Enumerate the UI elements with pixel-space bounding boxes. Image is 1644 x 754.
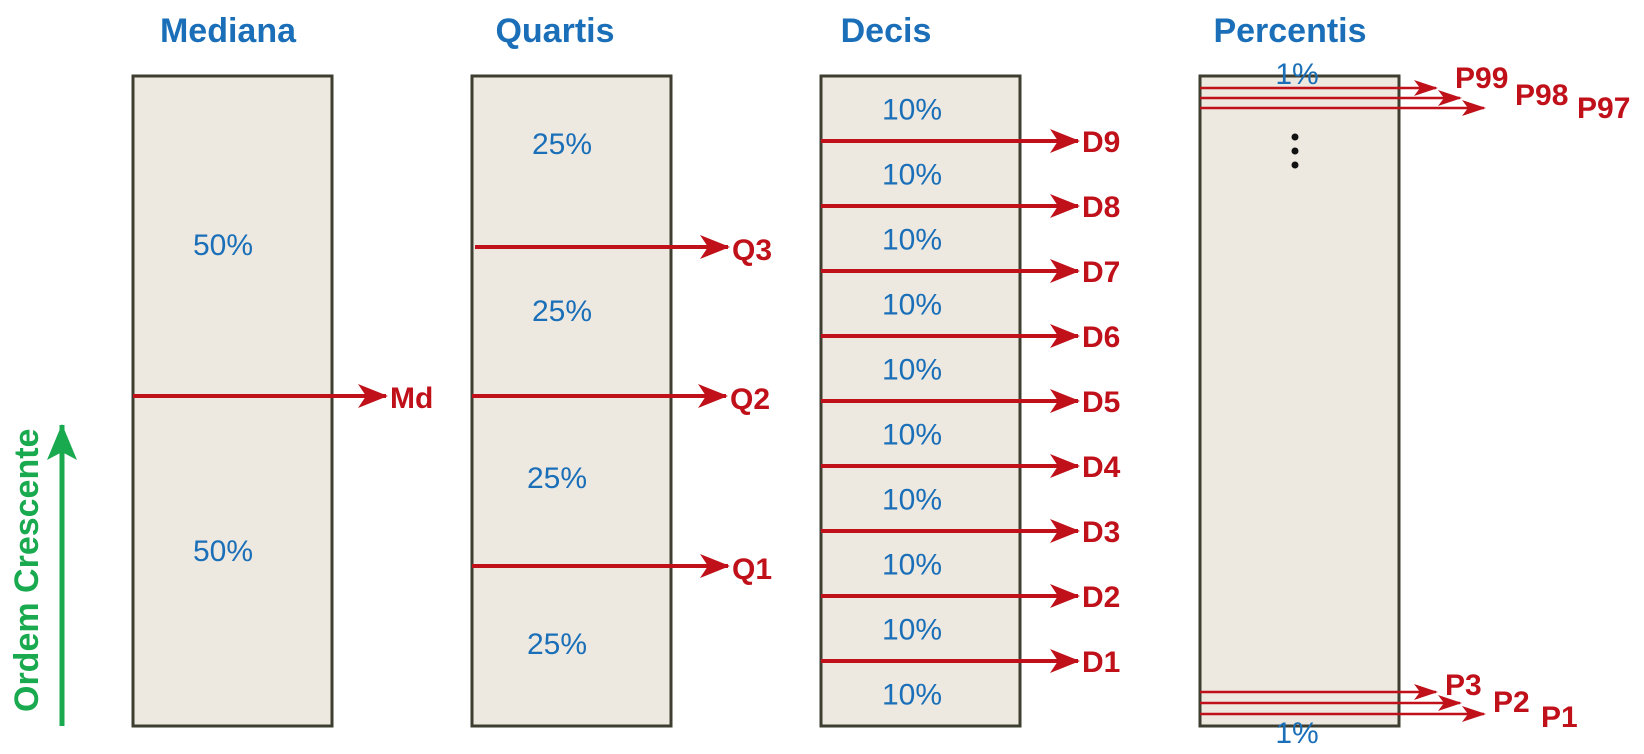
order-indicator: Ordem Crescente bbox=[8, 424, 77, 726]
md-label: Md bbox=[390, 382, 433, 415]
decis-segment: 10% bbox=[882, 614, 942, 647]
decis-marker-label: D2 bbox=[1082, 581, 1120, 614]
decis-segment: 10% bbox=[882, 484, 942, 517]
q1-label: Q1 bbox=[732, 553, 772, 586]
decis-marker-label: D4 bbox=[1082, 451, 1121, 484]
decis-title: Decis bbox=[841, 12, 932, 50]
mediana-segment-lower: 50% bbox=[193, 535, 253, 568]
p2-label: P2 bbox=[1493, 686, 1530, 719]
quartis-segment-3: 25% bbox=[532, 295, 592, 328]
q2-label: Q2 bbox=[730, 383, 770, 416]
quartis-title: Quartis bbox=[495, 12, 614, 50]
mediana-box bbox=[131, 74, 334, 728]
quartis-segment-1: 25% bbox=[527, 628, 587, 661]
decis-segment: 10% bbox=[882, 289, 942, 322]
quartis-segment-2: 25% bbox=[527, 462, 587, 495]
p98-label: P98 bbox=[1515, 79, 1568, 112]
percentis-column: Percentis 1% 1% P99 P98 P97 P3 P2 P1 bbox=[1198, 12, 1630, 750]
order-label: Ordem Crescente bbox=[8, 429, 46, 712]
quartis-box bbox=[470, 74, 673, 728]
percentis-box bbox=[1198, 74, 1401, 728]
decis-segment: 10% bbox=[882, 679, 942, 712]
decis-marker-label: D8 bbox=[1082, 191, 1120, 224]
decis-marker-label: D1 bbox=[1082, 646, 1120, 679]
decis-marker-label: D7 bbox=[1082, 256, 1120, 289]
ellipsis-icon bbox=[1291, 133, 1299, 169]
p3-label: P3 bbox=[1445, 669, 1482, 702]
decis-segment: 10% bbox=[882, 354, 942, 387]
percentis-top-segment: 1% bbox=[1275, 58, 1318, 91]
decis-segment: 10% bbox=[882, 224, 942, 257]
decis-marker-label: D6 bbox=[1082, 321, 1120, 354]
decis-marker-label: D5 bbox=[1082, 386, 1120, 419]
decis-marker-label: D9 bbox=[1082, 126, 1120, 159]
mediana-title: Mediana bbox=[160, 12, 297, 50]
decis-segment: 10% bbox=[882, 94, 942, 127]
decis-segment: 10% bbox=[882, 159, 942, 192]
p99-label: P99 bbox=[1455, 62, 1508, 95]
percentis-title: Percentis bbox=[1213, 12, 1366, 50]
percentis-bottom-segment: 1% bbox=[1275, 717, 1318, 750]
order-arrowhead-icon bbox=[47, 424, 77, 460]
decis-column: Decis 10% 10% 10% 10% 10% 10% 10% 10% 10% 10% D9 D… bbox=[819, 12, 1121, 728]
mediana-column: Mediana 50% 50% Md bbox=[131, 12, 433, 728]
quartis-column: Quartis 25% 25% 25% 25% Q3 Q2 Q1 bbox=[470, 12, 772, 728]
decis-marker-label: D3 bbox=[1082, 516, 1120, 549]
quartis-segment-4: 25% bbox=[532, 128, 592, 161]
decis-segment: 10% bbox=[882, 549, 942, 582]
p97-label: P97 bbox=[1577, 92, 1630, 125]
decis-segment: 10% bbox=[882, 419, 942, 452]
mediana-segment-upper: 50% bbox=[193, 229, 253, 262]
q3-label: Q3 bbox=[732, 234, 772, 267]
p1-label: P1 bbox=[1541, 701, 1578, 734]
